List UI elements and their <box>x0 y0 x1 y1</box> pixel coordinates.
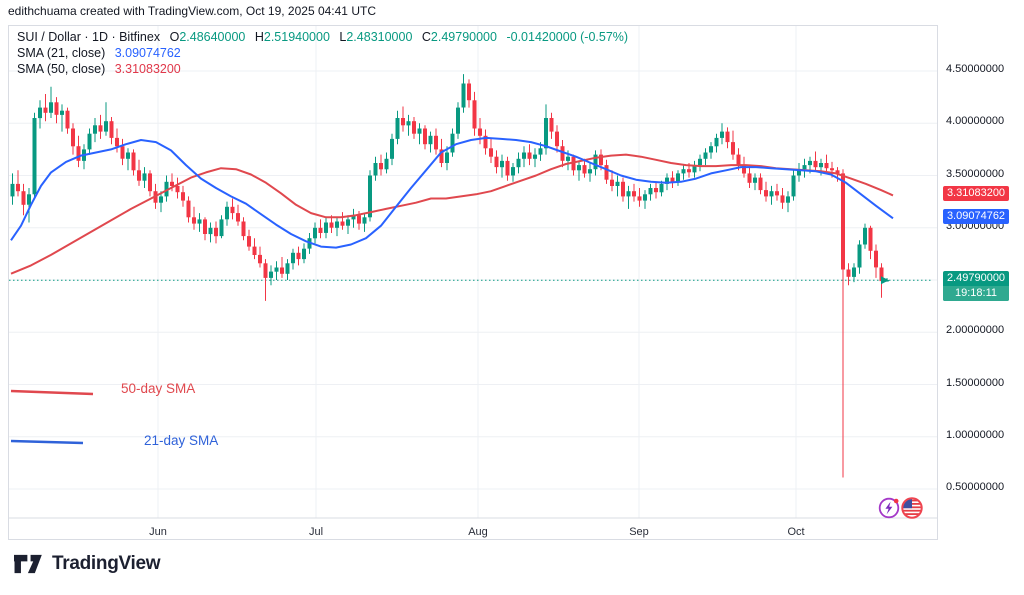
annotation-label[interactable]: 21-day SMA <box>144 433 218 448</box>
month-tick-label[interactable]: Jul <box>309 526 323 538</box>
annotation-line[interactable] <box>10 439 84 445</box>
last-price-label: 2.49790000 19:18:11 <box>943 271 1009 301</box>
annotation-line[interactable] <box>10 389 94 396</box>
sma50-legend-row: SMA (50, close) 3.31083200 <box>17 61 628 77</box>
month-tick-label[interactable]: Oct <box>787 526 804 538</box>
chart-pane[interactable]: 50-day SMA 21-day SMA Jun Jul Aug Sep Oct <box>8 25 938 540</box>
price-tick-label: 1.50000000 <box>946 377 1005 389</box>
last-price-value: 2.49790000 <box>946 272 1006 284</box>
open-value: 2.48640000 <box>179 30 246 44</box>
brand-name: TradingView <box>52 553 161 574</box>
sma21-legend-row: SMA (21, close) 3.09074762 <box>17 45 628 61</box>
chart-legend: SUI / Dollar · 1D · Bitfinex O2.48640000… <box>17 29 628 77</box>
tradingview-logo: TradingView <box>14 553 161 575</box>
price-tick-label: 4.50000000 <box>946 63 1005 75</box>
watermark-text: edithchuama created with TradingView.com… <box>8 4 376 18</box>
price-tick-label: 1.00000000 <box>946 429 1005 441</box>
symbol-row: SUI / Dollar · 1D · Bitfinex O2.48640000… <box>17 29 628 45</box>
close-label: C <box>421 30 431 44</box>
notification-dot <box>893 498 899 504</box>
low-label: L <box>339 30 347 44</box>
price-tick-label: 4.00000000 <box>946 115 1005 127</box>
month-tick-label[interactable]: Aug <box>468 526 488 538</box>
month-tick-label[interactable]: Jun <box>149 526 167 538</box>
low-value: 2.48310000 <box>346 30 413 44</box>
sma-21-line <box>10 136 894 249</box>
pair-logos <box>878 497 923 519</box>
price-tick-label: 2.00000000 <box>946 324 1005 336</box>
symbol-title: SUI / Dollar · 1D · Bitfinex <box>17 30 161 44</box>
open-label: O <box>169 30 180 44</box>
high-label: H <box>254 30 264 44</box>
price-tick-label: 3.50000000 <box>946 168 1005 180</box>
month-tick-label[interactable]: Sep <box>629 526 649 538</box>
annotation-label[interactable]: 50-day SMA <box>121 381 195 396</box>
sma50-label: SMA (50, close) <box>17 62 106 76</box>
close-value: 2.49790000 <box>430 30 497 44</box>
bar-countdown: 19:18:11 <box>943 286 1009 301</box>
high-value: 2.51940000 <box>263 30 330 44</box>
change-value: -0.01420000 (-0.57%) <box>506 30 629 44</box>
base-currency-icon <box>878 497 900 519</box>
last-price-arrow <box>881 276 889 285</box>
tradingview-logo-icon <box>14 554 42 574</box>
sma21-price-label: 3.09074762 <box>943 209 1009 224</box>
sma50-price-label: 3.31083200 <box>943 186 1009 201</box>
sma21-label: SMA (21, close) <box>17 46 106 60</box>
price-axis[interactable]: 4.50000000 4.00000000 3.50000000 3.00000000… <box>938 25 1024 540</box>
price-tick-label: 0.50000000 <box>946 481 1005 493</box>
sma21-value: 3.09074762 <box>114 46 181 60</box>
sma-50-line <box>10 153 894 275</box>
quote-currency-icon <box>901 497 923 519</box>
candlestick-series <box>10 74 889 478</box>
sma50-value: 3.31083200 <box>114 62 181 76</box>
